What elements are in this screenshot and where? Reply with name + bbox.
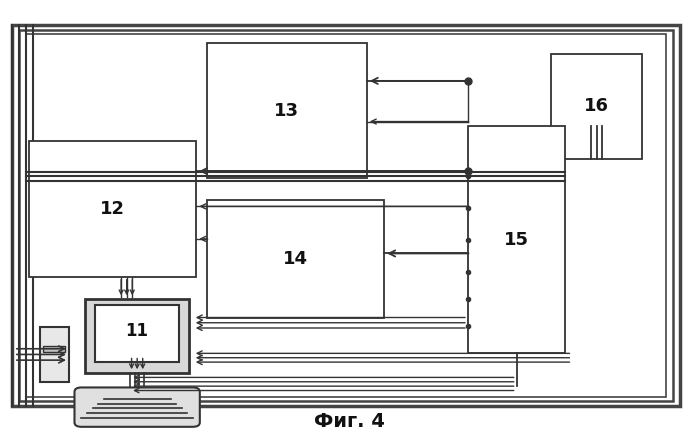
- Bar: [19, 30, 673, 401]
- Text: 16: 16: [584, 97, 609, 115]
- Text: 14: 14: [283, 250, 308, 268]
- Bar: [43, 346, 66, 352]
- Bar: [207, 43, 367, 179]
- Text: 11: 11: [126, 323, 149, 341]
- Bar: [207, 200, 384, 319]
- Bar: [85, 299, 189, 373]
- Bar: [468, 126, 565, 353]
- Text: 13: 13: [274, 102, 299, 120]
- Bar: [552, 54, 642, 159]
- Bar: [29, 141, 196, 277]
- Bar: [26, 34, 666, 397]
- Text: 12: 12: [100, 200, 125, 218]
- FancyBboxPatch shape: [75, 388, 200, 427]
- Text: Фиг. 4: Фиг. 4: [314, 412, 385, 432]
- Bar: [40, 327, 69, 382]
- Bar: [95, 305, 179, 362]
- Bar: [12, 26, 680, 406]
- Text: 15: 15: [504, 231, 529, 249]
